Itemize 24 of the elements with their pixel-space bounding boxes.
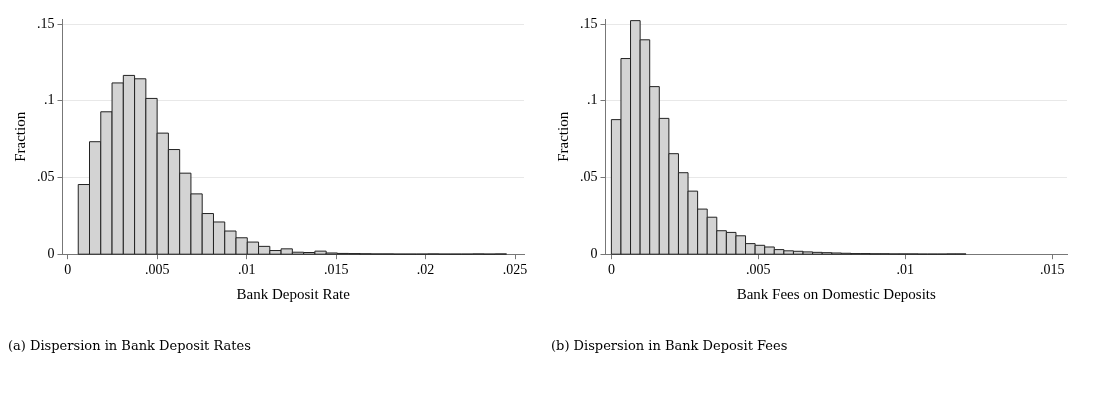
x-tick-label: .025 (502, 262, 528, 278)
x-tick-label: .015 (323, 262, 349, 278)
x-tick-label: .02 (416, 262, 435, 278)
x-tick-label: 0 (607, 262, 615, 278)
y-tick-label: .15 (580, 15, 598, 31)
y-axis-title: Fraction (554, 111, 571, 162)
x-tick-label: .015 (1040, 262, 1065, 278)
y-tick-label: .05 (37, 169, 55, 185)
y-tick-label: .15 (37, 15, 55, 31)
x-tick-label: .005 (145, 262, 170, 278)
y-axis-title: Fraction (11, 111, 28, 162)
x-axis-title: Bank Deposit Rate (236, 285, 351, 302)
x-tick-label: .01 (237, 262, 256, 278)
x-tick-label: .005 (746, 262, 771, 278)
x-tick-label: 0 (64, 262, 72, 278)
text: (a) Dispersion in Bank Deposit Rates (8, 338, 252, 353)
y-tick-label: .05 (580, 169, 598, 185)
y-tick-label: .1 (44, 92, 55, 108)
text: (b) Dispersion in Bank Deposit Fees (551, 338, 789, 353)
x-axis-title: Bank Fees on Domestic Deposits (736, 285, 936, 302)
x-tick-label: .01 (896, 262, 915, 278)
y-tick-label: 0 (590, 245, 598, 261)
y-tick-label: .1 (587, 92, 598, 108)
y-tick-label: 0 (47, 245, 55, 261)
